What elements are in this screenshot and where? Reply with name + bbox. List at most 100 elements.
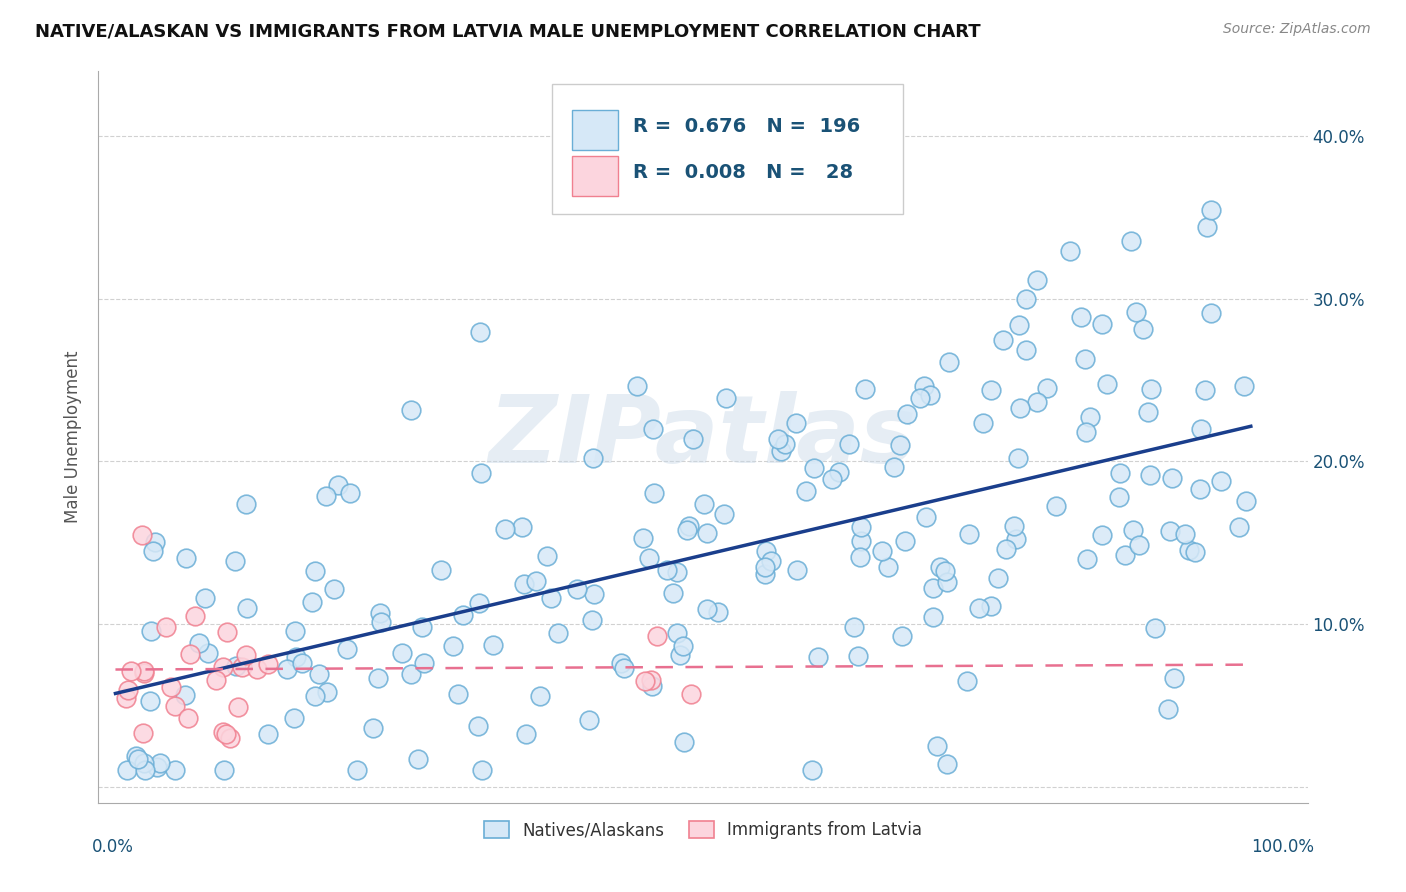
Point xyxy=(1074,352,1097,367)
Point xyxy=(131,527,153,541)
Point xyxy=(1008,318,1031,333)
Point xyxy=(1233,379,1256,393)
Point xyxy=(146,759,169,773)
Point xyxy=(188,636,211,650)
Legend: Natives/Alaskans, Immigrants from Latvia: Natives/Alaskans, Immigrants from Latvia xyxy=(477,814,929,846)
Point xyxy=(399,667,422,681)
Point xyxy=(1076,552,1098,566)
Point xyxy=(672,640,695,654)
Point xyxy=(640,673,662,687)
Point xyxy=(219,731,242,745)
Point xyxy=(581,451,603,466)
Point xyxy=(851,520,873,534)
Point xyxy=(567,582,589,597)
Point xyxy=(918,388,941,402)
Point xyxy=(912,379,935,393)
Point xyxy=(1132,322,1154,336)
Point xyxy=(326,478,349,492)
Point xyxy=(786,563,808,577)
Point xyxy=(339,486,361,500)
Point xyxy=(929,560,952,574)
Point xyxy=(682,432,704,446)
Point xyxy=(956,673,979,688)
Point xyxy=(679,687,702,701)
Text: 100.0%: 100.0% xyxy=(1250,838,1313,856)
Point xyxy=(766,432,789,446)
Point xyxy=(934,565,956,579)
Point xyxy=(755,543,778,558)
Point xyxy=(1074,425,1097,439)
Point xyxy=(1108,466,1130,480)
Point xyxy=(828,465,851,479)
Point xyxy=(143,535,166,549)
Point xyxy=(972,416,994,430)
Point xyxy=(212,724,235,739)
Point xyxy=(668,648,690,663)
Point xyxy=(936,575,959,590)
Point xyxy=(666,626,689,640)
Point xyxy=(662,586,685,600)
Point xyxy=(1015,292,1038,306)
Point xyxy=(236,600,259,615)
Point xyxy=(284,624,307,639)
Point xyxy=(889,438,911,452)
Point xyxy=(1114,548,1136,562)
Point xyxy=(666,565,689,579)
Point xyxy=(1137,405,1160,419)
Point xyxy=(883,460,905,475)
Point xyxy=(1122,524,1144,538)
Point xyxy=(211,660,233,674)
Point xyxy=(163,764,186,778)
Point xyxy=(1091,317,1114,331)
Point xyxy=(1095,377,1118,392)
Point xyxy=(529,689,551,703)
Point xyxy=(316,685,339,699)
Point xyxy=(678,519,700,533)
Point xyxy=(1026,395,1049,409)
Point xyxy=(536,549,558,563)
Point xyxy=(174,688,197,702)
Point xyxy=(322,582,344,596)
Point xyxy=(987,571,1010,585)
Point xyxy=(540,591,562,605)
Point xyxy=(1007,451,1029,466)
Point xyxy=(707,605,730,619)
Point xyxy=(149,756,172,770)
Point xyxy=(174,551,197,566)
Point xyxy=(224,554,246,568)
Point xyxy=(471,764,494,778)
Point xyxy=(132,756,155,771)
Point xyxy=(773,436,796,450)
Point xyxy=(197,646,219,660)
Point xyxy=(876,559,898,574)
Text: 0.0%: 0.0% xyxy=(93,838,134,856)
Point xyxy=(336,642,359,657)
Point xyxy=(315,489,337,503)
Point xyxy=(1178,543,1201,558)
Point xyxy=(120,664,142,678)
Point xyxy=(134,764,156,778)
Point xyxy=(127,752,149,766)
Point xyxy=(785,416,807,430)
Point xyxy=(938,355,960,369)
Point xyxy=(1045,500,1067,514)
Point xyxy=(215,624,238,639)
Point xyxy=(160,680,183,694)
Point xyxy=(672,734,695,748)
Point xyxy=(714,391,737,405)
Point xyxy=(713,507,735,521)
Point xyxy=(1197,219,1219,234)
Point xyxy=(641,422,664,436)
Point xyxy=(696,602,718,616)
Point xyxy=(276,662,298,676)
Point xyxy=(304,689,326,703)
Point xyxy=(494,522,516,536)
Point xyxy=(411,620,433,634)
Point xyxy=(991,333,1014,347)
Point xyxy=(676,523,699,537)
Point xyxy=(610,656,633,670)
Text: R =  0.008   N =   28: R = 0.008 N = 28 xyxy=(633,163,853,182)
Point xyxy=(231,659,253,673)
Point xyxy=(922,582,945,596)
Point xyxy=(467,719,489,733)
